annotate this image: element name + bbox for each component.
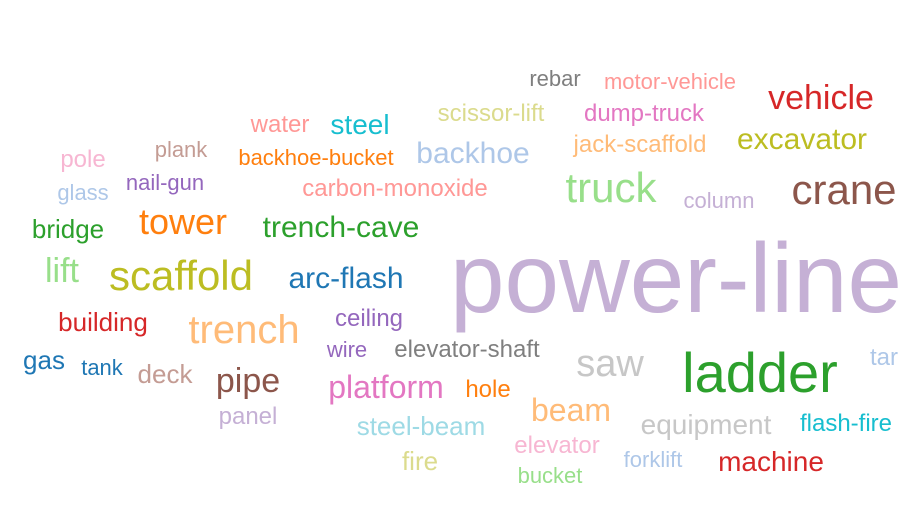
word-lift: lift (45, 252, 79, 290)
word-steel: steel (330, 109, 390, 140)
word-nail-gun: nail-gun (125, 170, 205, 195)
word-dump-truck: dump-truck (583, 100, 705, 127)
word-equipment: equipment (640, 409, 772, 440)
word-elevator: elevator (514, 432, 600, 459)
word-bucket: bucket (517, 463, 583, 488)
word-machine: machine (718, 446, 824, 477)
word-arc-flash: arc-flash (288, 262, 404, 295)
word-backhoe-bucket: backhoe-bucket (238, 145, 394, 170)
word-elevator-shaft: elevator-shaft (394, 336, 540, 363)
word-vehicle: vehicle (768, 79, 874, 117)
word-saw: saw (576, 343, 644, 385)
word-column: column (683, 188, 755, 213)
word-deck: deck (137, 359, 193, 389)
word-flash-fire: flash-fire (799, 410, 893, 437)
word-plank: plank (154, 137, 208, 162)
word-scaffold: scaffold (109, 252, 253, 299)
word-rebar: rebar (529, 66, 581, 91)
word-excavator: excavator (736, 123, 868, 156)
word-carbon-monoxide: carbon-monoxide (302, 175, 488, 202)
word-tower: tower (138, 201, 228, 242)
word-backhoe: backhoe (416, 137, 530, 170)
word-power-line: power-line (449, 223, 903, 333)
word-panel: panel (218, 403, 278, 430)
word-platform: platform (328, 369, 444, 405)
word-trench-cave: trench-cave (262, 211, 420, 244)
word-tank: tank (81, 355, 123, 380)
word-beam: beam (530, 392, 612, 428)
word-hole: hole (465, 376, 511, 403)
word-ladder: ladder (682, 341, 838, 404)
word-steel-beam: steel-beam (356, 411, 486, 441)
word-tar: tar (869, 344, 899, 371)
word-gas: gas (23, 345, 65, 375)
word-forklift: forklift (623, 447, 683, 472)
word-ceiling: ceiling (334, 305, 404, 332)
word-crane: crane (791, 166, 897, 213)
word-glass: glass (57, 180, 109, 205)
word-pole: pole (60, 146, 106, 173)
word-fire: fire (401, 446, 439, 476)
word-jack-scaffold: jack-scaffold (573, 131, 707, 158)
word-motor-vehicle: motor-vehicle (603, 69, 737, 94)
word-trench: trench (188, 308, 300, 352)
word-truck: truck (565, 164, 657, 211)
word-pipe: pipe (215, 362, 281, 400)
word-building: building (58, 307, 148, 337)
word-water: water (250, 111, 310, 138)
word-scissor-lift: scissor-lift (437, 100, 545, 127)
word-wire: wire (326, 337, 368, 362)
word-bridge: bridge (31, 214, 105, 244)
